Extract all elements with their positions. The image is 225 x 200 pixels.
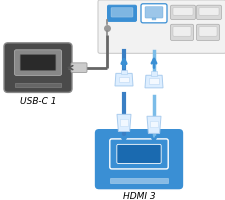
FancyBboxPatch shape	[198, 9, 218, 16]
Bar	[151, 19, 155, 21]
Bar	[15, 83, 61, 87]
Polygon shape	[146, 117, 160, 134]
FancyBboxPatch shape	[71, 64, 87, 73]
FancyBboxPatch shape	[198, 28, 216, 37]
FancyBboxPatch shape	[116, 145, 160, 164]
Bar	[110, 178, 167, 183]
FancyBboxPatch shape	[196, 25, 218, 41]
Bar	[149, 122, 157, 128]
FancyBboxPatch shape	[98, 1, 225, 54]
FancyBboxPatch shape	[170, 25, 193, 41]
Polygon shape	[115, 74, 132, 87]
Bar	[148, 79, 159, 85]
Polygon shape	[144, 76, 162, 88]
FancyBboxPatch shape	[172, 28, 190, 37]
FancyBboxPatch shape	[140, 5, 166, 24]
Bar	[118, 77, 129, 83]
Text: USB-C 1: USB-C 1	[20, 97, 56, 106]
FancyBboxPatch shape	[107, 6, 136, 22]
FancyBboxPatch shape	[20, 55, 56, 71]
Text: HDMI 3: HDMI 3	[122, 191, 155, 200]
FancyBboxPatch shape	[110, 9, 132, 18]
FancyBboxPatch shape	[144, 8, 162, 19]
FancyBboxPatch shape	[14, 51, 61, 76]
Polygon shape	[117, 115, 130, 132]
Bar	[119, 120, 127, 126]
FancyBboxPatch shape	[4, 44, 72, 93]
Bar	[121, 70, 126, 74]
FancyBboxPatch shape	[109, 139, 167, 169]
FancyBboxPatch shape	[170, 6, 195, 20]
FancyBboxPatch shape	[172, 9, 192, 16]
FancyBboxPatch shape	[94, 129, 183, 190]
FancyBboxPatch shape	[196, 6, 220, 20]
Bar	[151, 72, 156, 76]
